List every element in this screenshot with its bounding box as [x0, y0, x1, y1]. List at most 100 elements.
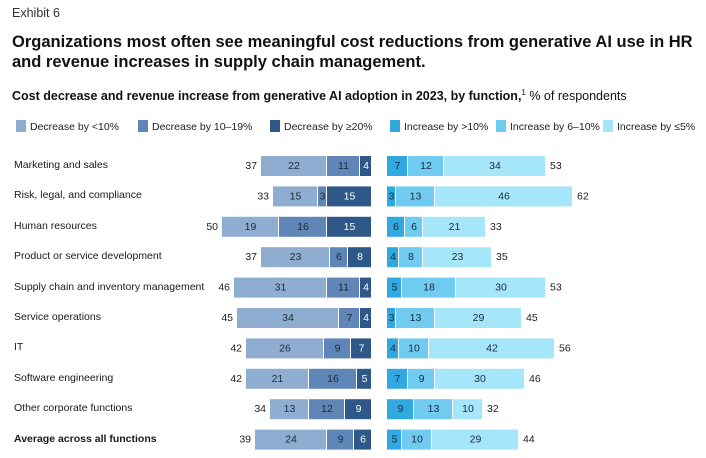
increase-segment-label: 23: [452, 251, 464, 263]
decrease-total-label: 34: [254, 403, 266, 415]
increase-segment-label: 18: [423, 282, 435, 294]
increase-bar-segment: [396, 308, 434, 328]
legend-item: Decrease by ≥20%: [270, 120, 373, 134]
increase-bar-segment: [399, 247, 422, 268]
decrease-segment-label: 3: [320, 190, 326, 202]
decrease-bar-segment: [345, 399, 371, 420]
decrease-segment-label: 19: [245, 221, 257, 233]
increase-bar-segment: [387, 277, 401, 298]
increase-bar-segment: [405, 216, 422, 237]
increase-segment-label: 13: [410, 190, 422, 202]
decrease-bar-segment: [246, 338, 323, 359]
increase-bar-segment: [387, 186, 395, 207]
decrease-total-label: 37: [245, 251, 257, 263]
decrease-segment-label: 15: [344, 221, 356, 233]
increase-segment-label: 34: [489, 160, 501, 172]
decrease-total-label: 37: [245, 160, 257, 172]
decrease-segment-label: 8: [357, 251, 363, 263]
decrease-segment-label: 5: [362, 373, 368, 385]
decrease-bar-segment: [324, 338, 350, 359]
decrease-segment-label: 23: [290, 251, 302, 263]
decrease-bar-segment: [339, 308, 359, 328]
category-label: Risk, legal, and compliance: [14, 189, 142, 202]
increase-segment-label: 7: [395, 373, 401, 385]
legend-item: Increase by >10%: [390, 120, 488, 134]
increase-bar-segment: [453, 399, 482, 420]
decrease-bar-segment: [330, 247, 347, 268]
increase-segment-label: 29: [470, 434, 482, 446]
decrease-bar-segment: [261, 156, 326, 176]
category-label: IT: [14, 341, 24, 354]
decrease-segment-label: 21: [272, 373, 284, 385]
decrease-bar-segment: [309, 368, 356, 389]
increase-segment-label: 7: [395, 160, 401, 172]
decrease-total-label: 46: [218, 282, 230, 294]
increase-bar-segment: [387, 368, 407, 389]
increase-bar-segment: [435, 308, 521, 328]
legend-label: Increase by >10%: [404, 121, 489, 133]
decrease-bar-segment: [327, 156, 359, 176]
decrease-segment-label: 4: [363, 282, 369, 294]
increase-segment-label: 6: [393, 221, 399, 233]
legend-label: Increase by ≤5%: [617, 121, 696, 133]
increase-total-label: 32: [487, 403, 499, 415]
decrease-bar-segment: [357, 368, 371, 389]
increase-segment-label: 13: [428, 403, 440, 415]
legend-item: Increase by ≤5%: [603, 120, 695, 134]
decrease-bar-segment: [327, 429, 353, 450]
decrease-total-label: 33: [257, 190, 269, 202]
decrease-bar-segment: [273, 186, 317, 207]
increase-segment-label: 9: [419, 373, 425, 385]
subtitle-unit: % of respondents: [525, 89, 627, 104]
decrease-total-label: 50: [206, 221, 218, 233]
increase-segment-label: 13: [410, 312, 422, 324]
increase-segment-label: 46: [498, 190, 510, 202]
category-label: Product or service development: [14, 250, 162, 263]
increase-bar-segment: [423, 216, 485, 237]
increase-bar-segment: [402, 277, 455, 298]
increase-bar-segment: [387, 308, 395, 328]
increase-segment-label: 30: [474, 373, 486, 385]
increase-bar-segment: [408, 368, 434, 389]
decrease-bar-segment: [354, 429, 371, 450]
increase-segment-label: 5: [392, 282, 398, 294]
increase-segment-label: 4: [390, 251, 396, 263]
increase-total-label: 33: [490, 221, 502, 233]
increase-bar-segment: [387, 338, 398, 359]
decrease-segment-label: 11: [338, 160, 349, 172]
decrease-segment-label: 31: [275, 282, 287, 294]
increase-total-label: 53: [550, 160, 562, 172]
increase-bar-segment: [435, 368, 524, 389]
decrease-segment-label: 22: [288, 160, 300, 172]
chart-headline: Organizations most often see meaningful …: [12, 33, 693, 71]
increase-segment-label: 3: [389, 190, 395, 202]
decrease-segment-label: 13: [284, 403, 296, 415]
decrease-bar-segment: [327, 186, 371, 207]
decrease-segment-label: 9: [335, 342, 341, 354]
legend-label: Decrease by <10%: [30, 121, 120, 133]
decrease-total-label: 42: [230, 373, 242, 385]
increase-segment-label: 29: [473, 312, 485, 324]
chart-subtitle: Cost decrease and revenue increase from …: [12, 88, 702, 103]
increase-segment-label: 12: [420, 160, 432, 172]
decrease-bar-segment: [261, 247, 329, 268]
legend-item: Decrease by 10–19%: [138, 120, 252, 134]
category-label: Marketing and sales: [14, 159, 108, 171]
legend-swatch: [270, 120, 280, 132]
decrease-segment-label: 4: [363, 312, 369, 324]
subtitle-footnote: 1: [521, 88, 526, 97]
decrease-bar-segment: [279, 216, 326, 237]
category-label: Other corporate functions: [14, 402, 133, 415]
increase-bar-segment: [387, 247, 398, 268]
decrease-segment-label: 15: [344, 190, 356, 202]
decrease-bar-segment: [348, 247, 371, 268]
decrease-bar-segment: [360, 308, 371, 328]
increase-segment-label: 6: [411, 221, 417, 233]
decrease-segment-label: 6: [360, 434, 366, 446]
increase-segment-label: 10: [411, 434, 423, 446]
decrease-total-label: 39: [239, 434, 251, 446]
increase-segment-label: 42: [486, 342, 498, 354]
increase-bar-segment: [387, 216, 404, 237]
increase-total-label: 53: [550, 282, 562, 294]
